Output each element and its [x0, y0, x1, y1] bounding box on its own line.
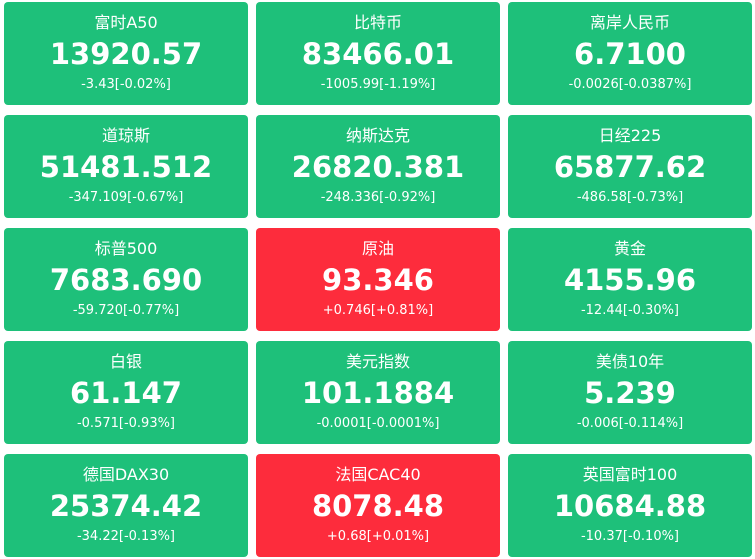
quote-tile[interactable]: 白银 61.147 -0.571[-0.93%] — [4, 341, 248, 444]
quote-tile[interactable]: 英国富时100 10684.88 -10.37[-0.10%] — [508, 454, 752, 557]
quote-change: -248.336[-0.92%] — [320, 190, 436, 205]
quote-price: 93.346 — [322, 263, 434, 297]
quote-tile[interactable]: 法国CAC40 8078.48 +0.68[+0.01%] — [256, 454, 500, 557]
quote-name: 原油 — [361, 239, 394, 258]
quote-change: -10.37[-0.10%] — [580, 529, 680, 544]
quote-change: -486.58[-0.73%] — [576, 190, 684, 205]
quote-price: 8078.48 — [311, 489, 445, 523]
quote-price: 5.239 — [584, 376, 676, 410]
quote-change: -0.0001[-0.0001%] — [316, 416, 440, 431]
quote-price: 83466.01 — [301, 37, 455, 71]
quote-name: 白银 — [109, 352, 142, 371]
quote-price: 101.1884 — [301, 376, 455, 410]
quote-name: 富时A50 — [94, 13, 158, 32]
quote-tile[interactable]: 离岸人民币 6.7100 -0.0026[-0.0387%] — [508, 2, 752, 105]
quote-tile[interactable]: 原油 93.346 +0.746[+0.81%] — [256, 228, 500, 331]
quote-change: -3.43[-0.02%] — [81, 77, 171, 92]
quote-tile[interactable]: 美债10年 5.239 -0.006[-0.114%] — [508, 341, 752, 444]
quote-price: 7683.690 — [49, 263, 203, 297]
quote-change: -34.22[-0.13%] — [76, 529, 176, 544]
quote-tile[interactable]: 比特币 83466.01 -1005.99[-1.19%] — [256, 2, 500, 105]
quote-change: -0.006[-0.114%] — [576, 416, 684, 431]
quote-tile[interactable]: 日经225 65877.62 -486.58[-0.73%] — [508, 115, 752, 218]
quote-name: 美债10年 — [595, 352, 665, 371]
quote-price: 13920.57 — [49, 37, 203, 71]
quote-change: -59.720[-0.77%] — [72, 303, 180, 318]
quote-change: +0.68[+0.01%] — [326, 529, 430, 544]
quote-tile[interactable]: 德国DAX30 25374.42 -34.22[-0.13%] — [4, 454, 248, 557]
quote-price: 26820.381 — [291, 150, 465, 184]
quote-change: -0.571[-0.93%] — [76, 416, 176, 431]
quote-name: 法国CAC40 — [335, 465, 421, 484]
quote-name: 比特币 — [353, 13, 402, 32]
quote-price: 6.7100 — [574, 37, 686, 71]
quote-change: -347.109[-0.67%] — [68, 190, 184, 205]
quote-tile[interactable]: 富时A50 13920.57 -3.43[-0.02%] — [4, 2, 248, 105]
quote-name: 德国DAX30 — [82, 465, 170, 484]
quote-price: 65877.62 — [553, 150, 707, 184]
quote-name: 英国富时100 — [582, 465, 678, 484]
quote-name: 道琼斯 — [101, 126, 150, 145]
quote-tile[interactable]: 标普500 7683.690 -59.720[-0.77%] — [4, 228, 248, 331]
quote-price: 10684.88 — [553, 489, 707, 523]
quote-tile[interactable]: 道琼斯 51481.512 -347.109[-0.67%] — [4, 115, 248, 218]
quote-price: 4155.96 — [563, 263, 697, 297]
quote-change: -0.0026[-0.0387%] — [568, 77, 692, 92]
quote-tile[interactable]: 美元指数 101.1884 -0.0001[-0.0001%] — [256, 341, 500, 444]
quote-price: 61.147 — [70, 376, 182, 410]
quote-name: 标普500 — [94, 239, 158, 258]
quote-change: -1005.99[-1.19%] — [320, 77, 436, 92]
quote-change: -12.44[-0.30%] — [580, 303, 680, 318]
quote-change: +0.746[+0.81%] — [322, 303, 434, 318]
quote-name: 黄金 — [613, 239, 646, 258]
quote-name: 离岸人民币 — [589, 13, 670, 32]
quote-name: 纳斯达克 — [345, 126, 410, 145]
quote-price: 51481.512 — [39, 150, 213, 184]
quote-tile[interactable]: 纳斯达克 26820.381 -248.336[-0.92%] — [256, 115, 500, 218]
quote-price: 25374.42 — [49, 489, 203, 523]
quote-name: 日经225 — [598, 126, 662, 145]
quote-tile[interactable]: 黄金 4155.96 -12.44[-0.30%] — [508, 228, 752, 331]
quote-name: 美元指数 — [345, 352, 410, 371]
